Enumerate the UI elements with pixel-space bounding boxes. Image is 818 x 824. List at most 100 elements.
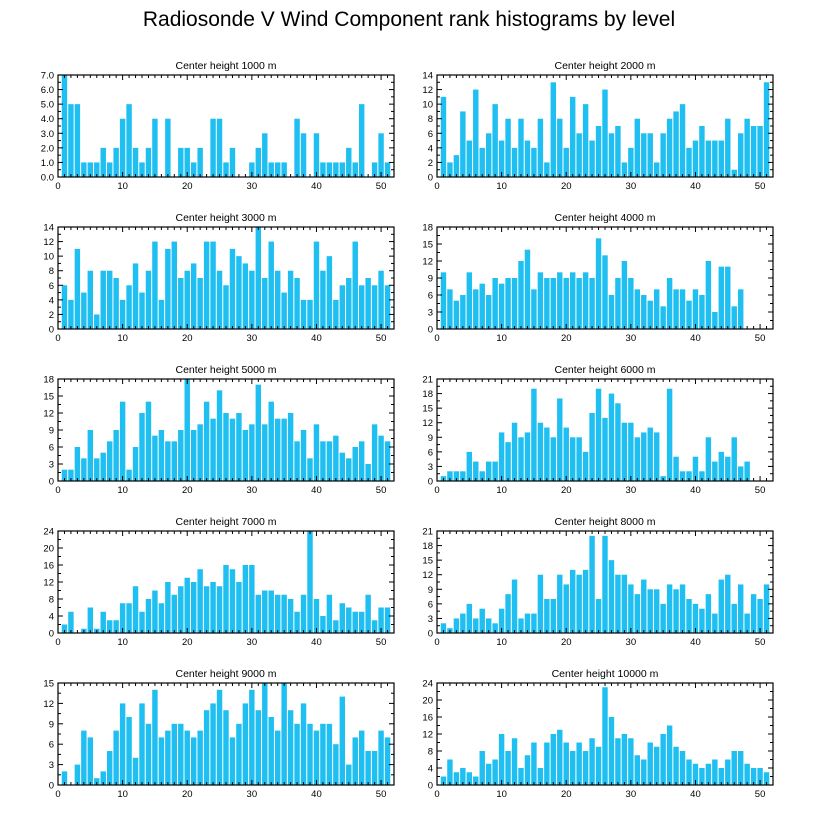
histogram-bar — [94, 162, 100, 177]
histogram-bar — [699, 295, 705, 329]
x-tick-label: 30 — [626, 181, 637, 192]
x-tick-label: 50 — [376, 181, 387, 192]
histogram-bar — [699, 608, 705, 633]
histogram-bar — [326, 594, 333, 633]
histogram-bar — [557, 118, 563, 177]
histogram-bar — [145, 599, 152, 633]
histogram-bar — [666, 725, 673, 785]
x-tick-label: 40 — [690, 789, 701, 800]
histogram-bar — [712, 312, 718, 329]
histogram-bar — [262, 278, 268, 329]
y-tick-label: 20 — [43, 544, 54, 555]
histogram-bar — [621, 422, 628, 481]
histogram-bar — [582, 272, 589, 329]
histogram-bar — [466, 272, 473, 329]
y-tick-label: 12 — [43, 578, 54, 589]
histogram-bar — [686, 147, 692, 177]
x-tick-label: 10 — [496, 637, 507, 648]
histogram-bar — [223, 285, 229, 329]
y-tick-label: 24 — [422, 679, 433, 690]
histogram-bar — [300, 594, 307, 633]
histogram-bar — [320, 270, 326, 329]
panel-title: Center height 6000 m — [555, 364, 656, 376]
histogram-bar — [100, 147, 106, 177]
y-tick-label: 15 — [422, 556, 433, 567]
histogram-bar — [602, 417, 608, 481]
y-tick-label: 3 — [428, 308, 433, 319]
x-tick-label: 30 — [247, 333, 258, 344]
histogram-bar — [686, 599, 692, 633]
y-tick-label: 9 — [428, 274, 433, 285]
histogram-bar — [673, 456, 679, 481]
histogram-bar — [479, 283, 485, 329]
histogram-bar — [287, 710, 294, 785]
histogram-bar — [333, 435, 339, 481]
histogram-bar — [106, 751, 113, 785]
histogram-bar — [333, 620, 339, 633]
histogram-bar — [74, 447, 81, 481]
histogram-bar — [223, 413, 229, 481]
histogram-bar — [673, 111, 679, 177]
histogram-bar — [692, 140, 699, 177]
histogram-bar — [184, 270, 190, 329]
x-tick-label: 20 — [561, 789, 572, 800]
histogram-bar — [479, 608, 485, 633]
y-tick-label: 8 — [428, 747, 433, 758]
y-tick-label: 12 — [422, 257, 433, 268]
histogram-bar — [229, 147, 236, 177]
y-tick-label: 6 — [428, 447, 433, 458]
histogram-bar — [725, 456, 731, 481]
x-tick-label: 30 — [247, 181, 258, 192]
histogram-bar — [763, 772, 770, 785]
histogram-bar — [145, 401, 152, 481]
x-tick-label: 40 — [311, 485, 322, 496]
x-tick-label: 40 — [690, 637, 701, 648]
histogram-bar — [197, 569, 203, 633]
x-tick-label: 50 — [755, 181, 766, 192]
histogram-bar — [460, 295, 466, 329]
histogram-bar — [473, 289, 479, 329]
histogram-bar — [524, 432, 531, 481]
histogram-bar — [190, 263, 197, 329]
histogram-bar — [178, 586, 184, 633]
histogram-bar — [216, 586, 223, 633]
histogram-bar — [87, 430, 94, 481]
histogram-bar — [113, 620, 119, 633]
histogram-bar — [287, 270, 294, 329]
histogram-bar — [178, 723, 184, 785]
histogram-bar — [763, 82, 770, 177]
histogram-bar — [628, 584, 634, 633]
histogram-bar — [511, 579, 518, 633]
histogram-bar — [165, 118, 171, 177]
x-tick-label: 20 — [182, 637, 193, 648]
histogram-bar — [447, 471, 453, 481]
histogram-bar — [216, 118, 223, 177]
histogram-bar — [563, 584, 569, 633]
histogram-bar — [660, 306, 666, 329]
histogram-bar — [518, 437, 524, 481]
histogram-bar — [139, 611, 145, 633]
histogram-bar — [294, 723, 300, 785]
histogram-bar — [447, 759, 453, 785]
x-tick-label: 20 — [182, 789, 193, 800]
x-tick-label: 50 — [376, 637, 387, 648]
histogram-bar — [582, 451, 589, 481]
y-tick-label: 0 — [49, 629, 54, 640]
histogram-bar — [608, 717, 615, 785]
histogram-bar — [184, 379, 190, 481]
x-tick-label: 0 — [55, 789, 60, 800]
y-tick-label: 3.0 — [41, 129, 54, 140]
histogram-bar — [718, 768, 725, 785]
histogram-bar — [358, 611, 365, 633]
histogram-bar — [171, 441, 178, 481]
histogram-bar — [281, 162, 287, 177]
histogram-bar — [505, 442, 511, 481]
histogram-bar — [165, 248, 171, 329]
panel-title: Center height 7000 m — [176, 516, 277, 528]
y-tick-label: 0 — [428, 325, 433, 336]
histogram-bar — [61, 285, 68, 329]
histogram-bar — [307, 458, 313, 481]
histogram-bar — [249, 270, 255, 329]
histogram-bar — [378, 270, 384, 329]
y-tick-label: 9 — [49, 719, 54, 730]
